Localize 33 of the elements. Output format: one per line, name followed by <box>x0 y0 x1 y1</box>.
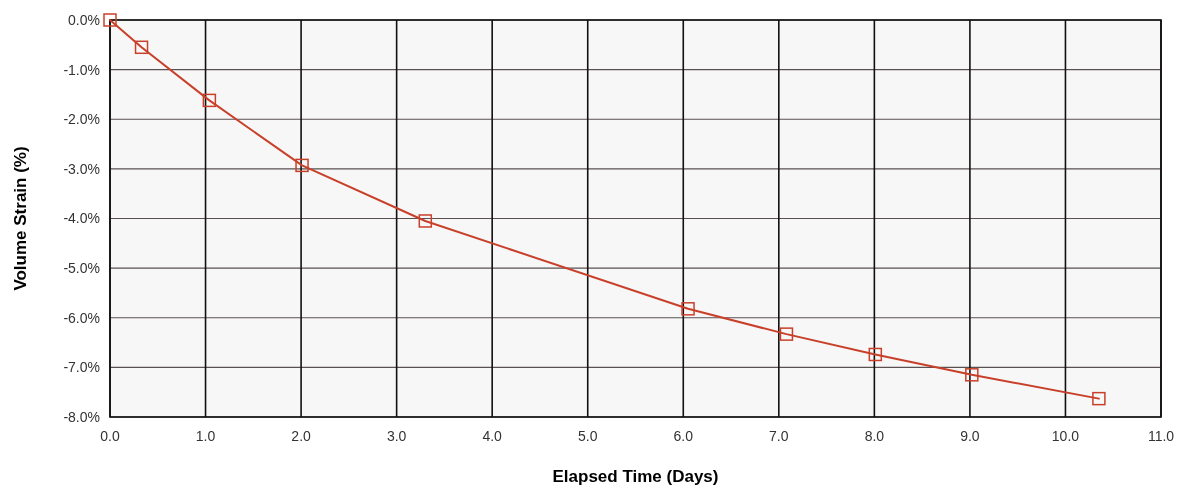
point <box>418 214 433 228</box>
x-tick-label: 8.0 <box>864 428 885 444</box>
y-tick-label: -3.0% <box>63 160 100 177</box>
y-tick-label: -6.0% <box>63 309 100 326</box>
point <box>681 302 695 316</box>
x-tick-label: 2.0 <box>291 428 312 444</box>
point <box>868 347 883 362</box>
x-tick-label: 5.0 <box>577 428 598 444</box>
point <box>779 327 794 341</box>
y-tick-label: -8.0% <box>63 408 100 425</box>
x-tick-label: 4.0 <box>482 428 503 444</box>
y-tick-label: -5.0% <box>63 260 100 277</box>
y-tick-label: -4.0% <box>63 210 100 227</box>
point <box>103 13 117 27</box>
x-axis-title: Elapsed Time (Days) <box>552 467 719 486</box>
x-tick-label: 11.0 <box>1147 428 1175 444</box>
y-tick-label: -2.0% <box>63 111 100 128</box>
x-tick-label: 7.0 <box>769 428 789 444</box>
y-axis-title: Volume Strain (%) <box>11 146 30 291</box>
y-tick-label: -7.0% <box>63 359 100 376</box>
x-tick-label: 6.0 <box>673 428 694 444</box>
x-tick-label: 3.0 <box>386 428 407 444</box>
point <box>965 368 979 382</box>
point <box>295 158 309 173</box>
y-tick-label: 0.0% <box>68 11 100 28</box>
point <box>134 40 149 55</box>
x-tick-label: 9.0 <box>960 428 980 444</box>
x-tick-label: 10.0 <box>1051 428 1080 444</box>
point <box>202 93 217 108</box>
x-tick-label: 1.0 <box>195 428 216 444</box>
x-tick-label: 0.0 <box>100 428 120 444</box>
y-tick-label: -1.0% <box>63 61 100 78</box>
point <box>1092 391 1106 406</box>
